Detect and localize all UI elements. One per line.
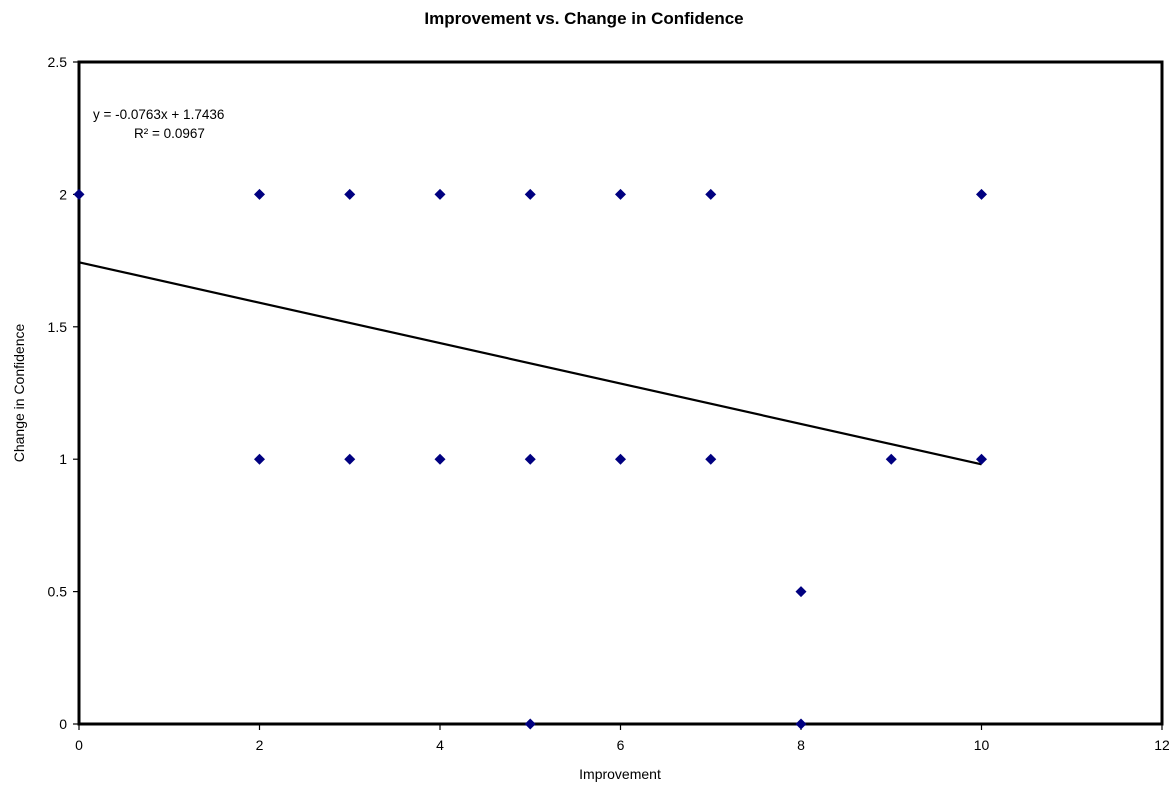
data-point (434, 453, 446, 465)
data-point (976, 188, 987, 200)
y-axis: 0 0.5 1 1.5 2 2.5 (48, 54, 79, 732)
data-point (524, 188, 536, 200)
chart-title: Improvement vs. Change in Confidence (424, 9, 743, 28)
y-tick-label: 2.5 (48, 54, 68, 70)
data-point (795, 718, 807, 730)
data-point (73, 188, 85, 200)
plot-area (77, 60, 1164, 726)
y-tick-label: 0 (59, 716, 67, 732)
data-point (615, 188, 626, 200)
x-tick-label: 10 (974, 737, 990, 753)
data-point (524, 453, 536, 465)
data-point (254, 188, 265, 200)
data-points (73, 188, 987, 730)
data-point (705, 188, 717, 200)
trendline-r-squared: R² = 0.0967 (134, 126, 205, 141)
x-tick-label: 8 (797, 737, 805, 753)
x-tick-label: 2 (256, 737, 264, 753)
y-tick-label: 0.5 (48, 584, 68, 600)
data-point (344, 453, 356, 465)
y-axis-label: Change in Confidence (11, 324, 27, 463)
data-point (254, 453, 265, 465)
y-tick-label: 1.5 (48, 319, 68, 335)
x-tick-label: 6 (617, 737, 625, 753)
data-point (434, 188, 446, 200)
trendline (78, 261, 982, 466)
x-tick-label: 12 (1154, 737, 1169, 753)
trendline-equation: y = -0.0763x + 1.7436 (93, 107, 224, 122)
x-tick-label: 0 (75, 737, 83, 753)
y-tick-label: 2 (59, 186, 67, 202)
data-point (976, 453, 987, 465)
data-point (344, 188, 356, 200)
y-tick-label: 1 (59, 451, 67, 467)
data-point (885, 453, 897, 465)
data-point (524, 718, 536, 730)
x-tick-label: 4 (436, 737, 444, 753)
data-point (705, 453, 717, 465)
data-point (615, 453, 626, 465)
data-point (795, 586, 807, 598)
x-axis-label: Improvement (579, 766, 661, 782)
x-axis: 0 2 4 6 8 10 12 (75, 724, 1169, 753)
